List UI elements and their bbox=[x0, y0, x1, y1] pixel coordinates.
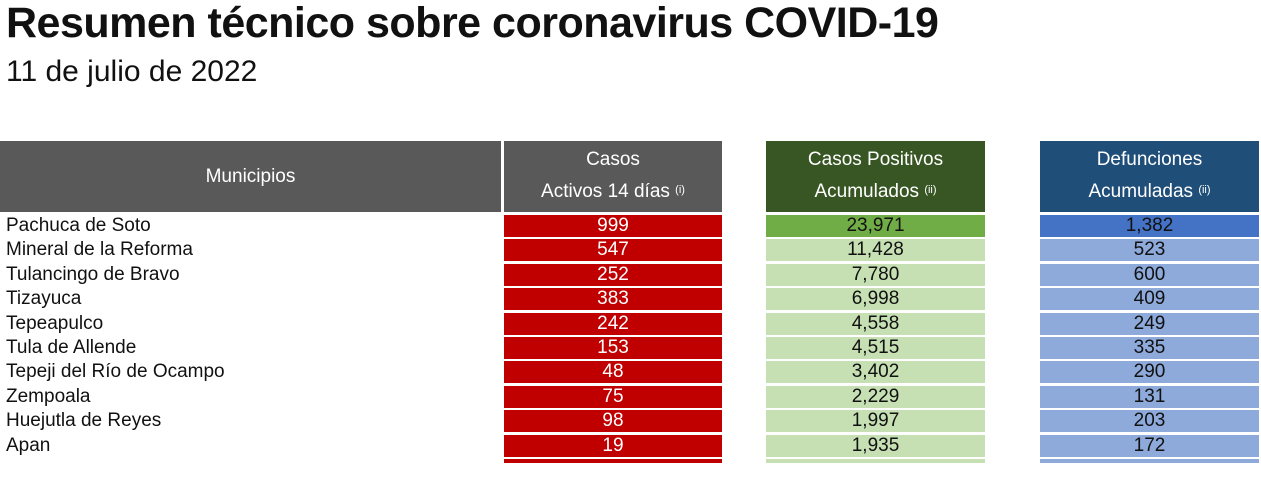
cell-activos: 153 bbox=[504, 336, 722, 359]
table-row: Tulancingo de Bravo 252 7,780 600 bbox=[0, 263, 1261, 287]
cell-municipio: Tula de Allende bbox=[6, 336, 137, 358]
cell-positivos: 11,428 bbox=[766, 239, 985, 262]
cell-defunciones: 249 bbox=[1040, 312, 1259, 335]
cell-activos: 19 bbox=[504, 434, 722, 457]
header-defunciones-line1: Defunciones bbox=[1096, 148, 1203, 170]
header-activos-label: Activos 14 días bbox=[541, 180, 670, 202]
cell-activos: 75 bbox=[504, 385, 722, 408]
cell-defunciones: 409 bbox=[1040, 288, 1259, 311]
footnote-marker: (ii) bbox=[924, 183, 937, 196]
table-row: Huejutla de Reyes 98 1,997 203 bbox=[0, 409, 1261, 433]
header-positivos-line1: Casos Positivos bbox=[807, 148, 944, 170]
header-defunciones-label: Acumuladas bbox=[1088, 180, 1194, 202]
cell-positivos: 4,558 bbox=[766, 312, 985, 335]
cell-positivos: 6,998 bbox=[766, 288, 985, 311]
cell-positivos: 1,935 bbox=[766, 434, 985, 457]
cell-municipio: Tepeji del Río de Ocampo bbox=[6, 361, 225, 383]
cell-defunciones: 290 bbox=[1040, 361, 1259, 384]
cell-municipio: Huejutla de Reyes bbox=[6, 410, 162, 432]
header-municipios-label: Municipios bbox=[205, 165, 296, 187]
table-row: Apan 19 1,935 172 bbox=[0, 434, 1261, 458]
header-casos-activos: Casos Activos 14 días (i) bbox=[504, 141, 722, 212]
page-title: Resumen técnico sobre coronavirus COVID-… bbox=[6, 0, 939, 47]
cell-positivos: 7,780 bbox=[766, 263, 985, 286]
footnote-marker: (ii) bbox=[1198, 183, 1211, 196]
cell-positivos: 2,229 bbox=[766, 385, 985, 408]
cell-municipio: Mineral de la Reforma bbox=[6, 239, 193, 261]
cell-defunciones bbox=[1040, 458, 1259, 463]
cell-municipio: Tizayuca bbox=[6, 288, 82, 310]
cell-positivos: 23,971 bbox=[766, 215, 985, 237]
cell-positivos: 1,997 bbox=[766, 410, 985, 433]
cell-activos: 999 bbox=[504, 215, 722, 237]
cell-defunciones: 600 bbox=[1040, 263, 1259, 286]
data-table: Pachuca de Soto 999 23,971 1,382 Mineral… bbox=[0, 214, 1261, 482]
cell-activos: 98 bbox=[504, 410, 722, 433]
cell-defunciones: 203 bbox=[1040, 410, 1259, 433]
table-row: Pachuca de Soto 999 23,971 1,382 bbox=[0, 214, 1261, 238]
cell-activos: 48 bbox=[504, 361, 722, 384]
cell-municipio: Tepeapulco bbox=[6, 312, 104, 334]
cell-defunciones: 335 bbox=[1040, 336, 1259, 359]
table-row-cut-off bbox=[0, 458, 1261, 482]
table-row: Tizayuca 383 6,998 409 bbox=[0, 287, 1261, 311]
cell-activos bbox=[504, 458, 722, 463]
footnote-marker: (i) bbox=[675, 183, 685, 196]
header-defunciones: Defunciones Acumuladas (ii) bbox=[1040, 141, 1259, 212]
cell-positivos: 3,402 bbox=[766, 361, 985, 384]
header-positivos-line2: Acumulados (ii) bbox=[814, 176, 936, 210]
cell-activos: 242 bbox=[504, 312, 722, 335]
table-row: Zempoala 75 2,229 131 bbox=[0, 385, 1261, 409]
cell-defunciones: 523 bbox=[1040, 239, 1259, 262]
header-activos-line1: Casos bbox=[586, 148, 640, 170]
header-positivos-label: Acumulados bbox=[814, 180, 920, 202]
cell-municipio: Tulancingo de Bravo bbox=[6, 263, 180, 285]
cell-municipio: Pachuca de Soto bbox=[6, 215, 151, 236]
table-row: Mineral de la Reforma 547 11,428 523 bbox=[0, 238, 1261, 262]
cell-positivos bbox=[766, 458, 985, 463]
header-municipios: Municipios bbox=[0, 141, 501, 212]
cell-defunciones: 131 bbox=[1040, 385, 1259, 408]
report-date: 11 de julio de 2022 bbox=[6, 55, 258, 88]
cell-defunciones: 1,382 bbox=[1040, 215, 1259, 237]
cell-municipio: Zempoala bbox=[6, 385, 91, 407]
cell-positivos: 4,515 bbox=[766, 336, 985, 359]
table-row: Tepeji del Río de Ocampo 48 3,402 290 bbox=[0, 360, 1261, 384]
table-row: Tula de Allende 153 4,515 335 bbox=[0, 336, 1261, 360]
cell-activos: 547 bbox=[504, 239, 722, 262]
cell-municipio: Apan bbox=[6, 434, 51, 456]
cell-defunciones: 172 bbox=[1040, 434, 1259, 457]
cell-activos: 383 bbox=[504, 288, 722, 311]
header-casos-positivos: Casos Positivos Acumulados (ii) bbox=[766, 141, 985, 212]
table-row: Tepeapulco 242 4,558 249 bbox=[0, 312, 1261, 336]
header-defunciones-line2: Acumuladas (ii) bbox=[1088, 176, 1210, 210]
cell-activos: 252 bbox=[504, 263, 722, 286]
header-activos-line2: Activos 14 días (i) bbox=[541, 176, 685, 210]
